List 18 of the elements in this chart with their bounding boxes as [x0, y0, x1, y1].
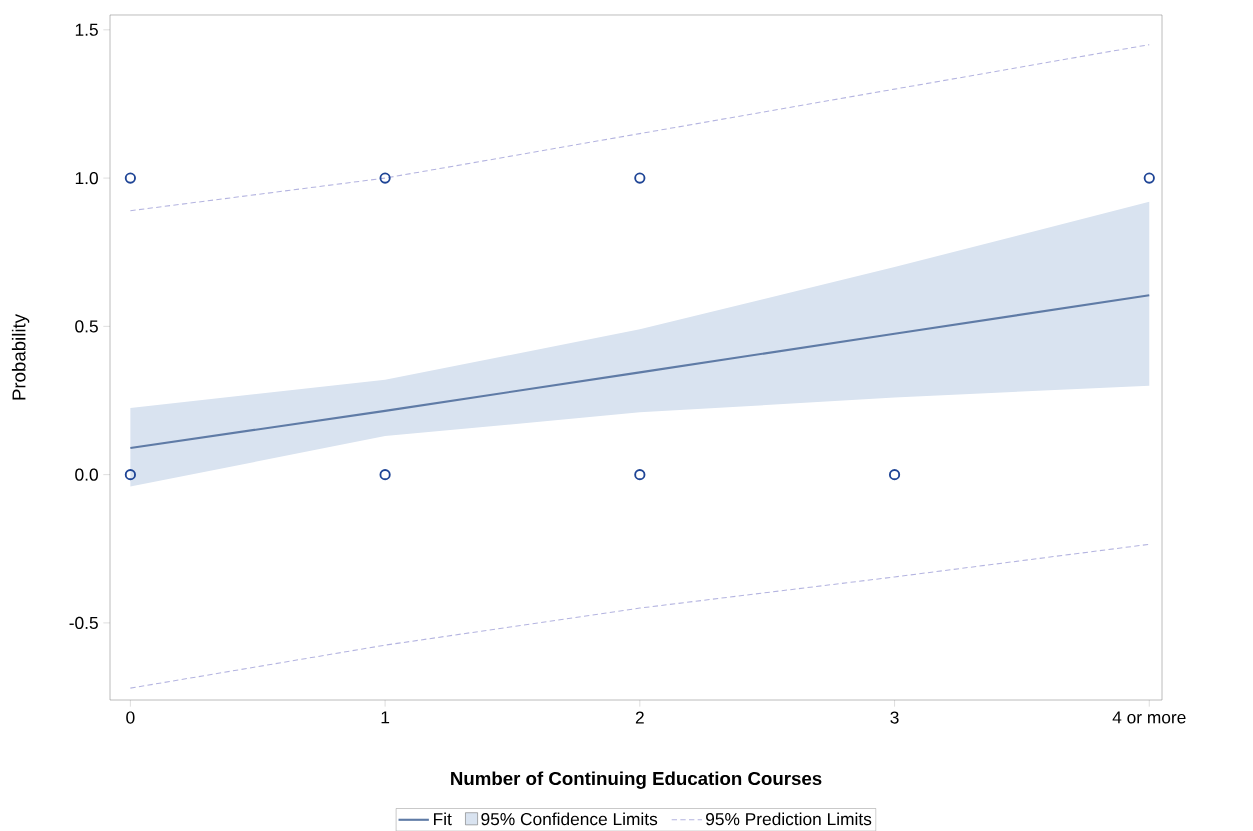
line-series [129, 43, 1150, 212]
legend-label: 95% Prediction Limits [706, 812, 872, 826]
y-tick-label: -0.5 [69, 616, 98, 629]
line-series [129, 294, 1151, 449]
y-tick-label: 1.5 [75, 23, 98, 36]
y-tick-label: 0.0 [75, 468, 98, 481]
x-tick-label: 0 [126, 711, 135, 724]
y-tick-label: 0.5 [75, 320, 98, 333]
x-tick-label: 3 [890, 711, 899, 724]
x-tick-label: 2 [635, 711, 644, 724]
x-tick-label: 1 [381, 711, 390, 724]
x-tick-label: 4 or more [1112, 711, 1186, 724]
legend-label: Fit [434, 812, 452, 826]
y-axis-title: Probability [11, 313, 30, 400]
x-axis-title: Number of Continuing Education Courses [451, 771, 822, 789]
text: 95% Confidence Limits [481, 812, 658, 826]
line-series [129, 543, 1150, 689]
y-tick-label: 1.0 [75, 171, 98, 185]
